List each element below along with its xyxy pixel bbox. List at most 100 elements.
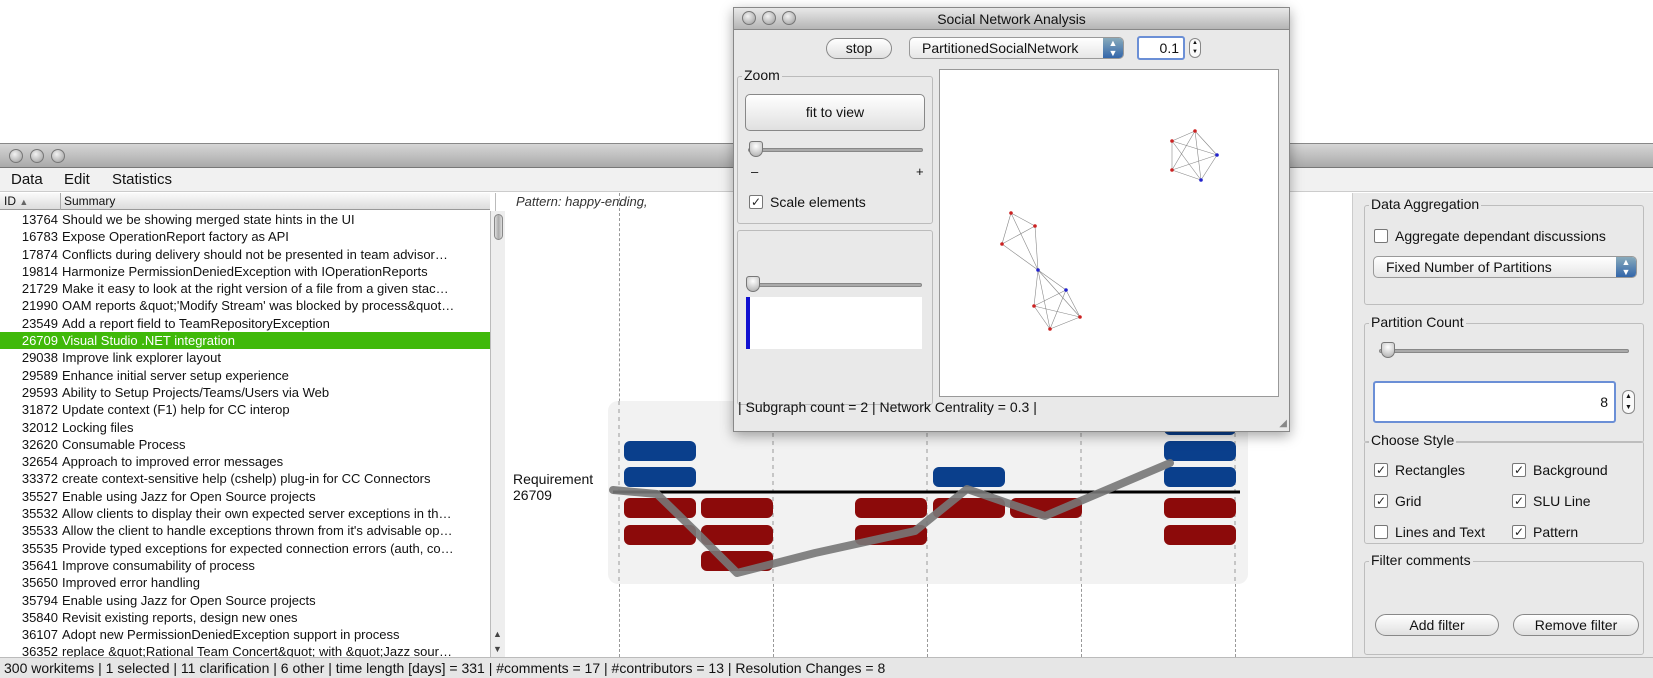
list-item[interactable]: 21729 Make it easy to look at the right v… (0, 280, 490, 297)
list-item[interactable]: 35532 Allow clients to display their own … (0, 505, 490, 522)
list-item[interactable]: 35535 Provide typed exceptions for expect… (0, 540, 490, 557)
other-comment-rect[interactable] (855, 498, 927, 518)
list-scrollbar[interactable]: ▲ ▼ (490, 211, 506, 657)
list-item[interactable]: 13764 Should we be showing merged state h… (0, 211, 490, 228)
list-item[interactable]: 32654 Approach to improved error messages (0, 453, 490, 470)
data-aggregation-title: Data Aggregation (1369, 196, 1482, 212)
list-item[interactable]: 26709 Visual Studio .NET integration (0, 332, 490, 350)
check-icon[interactable]: ✓ (1512, 463, 1526, 477)
status-bar: 300 workitems | 1 selected | 11 clarific… (0, 657, 1653, 678)
check-icon[interactable]: ✓ (1512, 494, 1526, 508)
list-item[interactable]: 36352 replace &quot;Rational Team Concert… (0, 643, 490, 657)
other-comment-rect[interactable] (701, 525, 773, 545)
other-comment-rect[interactable] (1164, 525, 1236, 545)
lines-text-checkbox[interactable]: Lines and Text (1374, 524, 1485, 540)
clarification-comment-rect[interactable] (933, 467, 1005, 487)
zoom-slider-knob[interactable] (749, 141, 763, 157)
list-item[interactable]: 31872 Update context (F1) help for CC int… (0, 401, 490, 418)
menu-data[interactable]: Data (11, 171, 43, 188)
list-item[interactable]: 35650 Improved error handling (0, 574, 490, 591)
aggregate-checkbox-box[interactable] (1374, 229, 1388, 243)
list-item-id: 19814 (21, 263, 58, 279)
check-icon[interactable]: ✓ (1512, 525, 1526, 539)
list-item-summary: Enhance initial server setup experience (62, 367, 289, 383)
check-icon[interactable]: ✓ (749, 195, 763, 209)
partition-count-stepper[interactable]: ▲ ▼ (1622, 390, 1635, 414)
id-column-header[interactable]: ID ▲ (4, 194, 28, 208)
partition-count-input[interactable]: 8 (1373, 381, 1616, 423)
aggregate-checkbox[interactable]: Aggregate dependant discussions (1374, 228, 1606, 244)
other-comment-rect[interactable] (1164, 498, 1236, 518)
clarification-comment-rect[interactable] (624, 467, 696, 487)
list-item-id: 21990 (21, 298, 58, 314)
list-item-id: 35527 (21, 488, 58, 504)
value-stepper[interactable]: ▲ ▼ (1189, 38, 1201, 58)
scroll-down-arrow-icon[interactable]: ▼ (493, 644, 502, 654)
menu-edit[interactable]: Edit (64, 171, 90, 188)
list-item[interactable]: 35840 Revisit existing reports, design ne… (0, 609, 490, 626)
resize-grip-icon[interactable]: ◢ (1279, 418, 1287, 429)
threshold-slider[interactable] (746, 283, 922, 287)
other-comment-rect[interactable] (624, 525, 696, 545)
zoom-plus-label: + (916, 164, 924, 179)
check-icon[interactable]: ✓ (1374, 463, 1388, 477)
list-item[interactable]: 35794 Enable using Jazz for Open Source p… (0, 592, 490, 609)
slu-line-label: SLU Line (1533, 493, 1591, 509)
sna-close-button[interactable] (742, 11, 756, 25)
network-graph-view[interactable] (939, 69, 1279, 397)
list-item[interactable]: 16783 Expose OperationReport factory as A… (0, 228, 490, 245)
summary-column-header[interactable]: Summary (60, 193, 115, 210)
list-item[interactable]: 29589 Enhance initial server setup experi… (0, 367, 490, 384)
clarification-comment-rect[interactable] (1164, 441, 1236, 461)
layout-select[interactable]: PartitionedSocialNetwork ▲ ▼ (909, 37, 1124, 59)
pattern-checkbox[interactable]: ✓ Pattern (1512, 524, 1578, 540)
list-item[interactable]: 35533 Allow the client to handle exceptio… (0, 522, 490, 539)
lines-text-checkbox-box[interactable] (1374, 525, 1388, 539)
clarification-comment-rect[interactable] (1164, 467, 1236, 487)
remove-filter-button[interactable]: Remove filter (1513, 614, 1639, 636)
list-item[interactable]: 23549 Add a report field to TeamRepositor… (0, 315, 490, 332)
list-item-id: 17874 (21, 246, 58, 262)
list-item[interactable]: 33372 create context-sensitive help (cshe… (0, 470, 490, 487)
sna-minimize-button[interactable] (762, 11, 776, 25)
list-item[interactable]: 32620 Consumable Process (0, 436, 490, 453)
list-item[interactable]: 29593 Ability to Setup Projects/Teams/Use… (0, 384, 490, 401)
grid-checkbox[interactable]: ✓ Grid (1374, 493, 1421, 509)
check-icon[interactable]: ✓ (1374, 494, 1388, 508)
background-checkbox[interactable]: ✓ Background (1512, 462, 1608, 478)
zoom-window-button[interactable] (51, 149, 65, 163)
minimize-window-button[interactable] (30, 149, 44, 163)
threshold-slider-knob[interactable] (746, 276, 760, 292)
list-item-id: 32620 (21, 436, 58, 452)
list-item[interactable]: 21990 OAM reports &quot;'Modify Stream' w… (0, 297, 490, 314)
list-item-summary: Visual Studio .NET integration (62, 333, 235, 349)
sna-zoom-button[interactable] (782, 11, 796, 25)
scale-elements-checkbox[interactable]: ✓ Scale elements (749, 194, 866, 210)
social-network-window[interactable]: Social Network Analysis stop Partitioned… (733, 7, 1290, 432)
list-item[interactable]: 36107 Adopt new PermissionDeniedException… (0, 626, 490, 643)
menu-statistics[interactable]: Statistics (112, 171, 173, 188)
stop-button[interactable]: stop (826, 38, 892, 59)
value-input[interactable]: 0.1 (1137, 36, 1185, 60)
partition-mode-select[interactable]: Fixed Number of Partitions ▲ ▼ (1373, 256, 1637, 278)
add-filter-button[interactable]: Add filter (1375, 614, 1499, 636)
zoom-slider[interactable] (748, 148, 923, 152)
clarification-comment-rect[interactable] (624, 441, 696, 461)
partition-count-slider-knob[interactable] (1381, 342, 1395, 358)
list-scroll-thumb[interactable] (494, 214, 503, 240)
sna-titlebar[interactable]: Social Network Analysis (734, 8, 1289, 30)
list-item[interactable]: 35641 Improve consumability of process (0, 557, 490, 574)
list-item[interactable]: 29038 Improve link explorer layout (0, 349, 490, 366)
fit-to-view-button[interactable]: fit to view (745, 94, 925, 131)
close-window-button[interactable] (9, 149, 23, 163)
list-item[interactable]: 32012 Locking files (0, 419, 490, 436)
list-item[interactable]: 35527 Enable using Jazz for Open Source p… (0, 488, 490, 505)
list-item[interactable]: 17874 Conflicts during delivery should no… (0, 246, 490, 263)
other-comment-rect[interactable] (701, 498, 773, 518)
list-item[interactable]: 19814 Harmonize PermissionDeniedException… (0, 263, 490, 280)
partition-count-slider[interactable] (1379, 349, 1629, 353)
sna-status: | Subgraph count = 2 | Network Centralit… (738, 399, 1037, 415)
rectangles-checkbox[interactable]: ✓ Rectangles (1374, 462, 1465, 478)
slu-line-checkbox[interactable]: ✓ SLU Line (1512, 493, 1591, 509)
scroll-up-arrow-icon[interactable]: ▲ (493, 629, 502, 639)
